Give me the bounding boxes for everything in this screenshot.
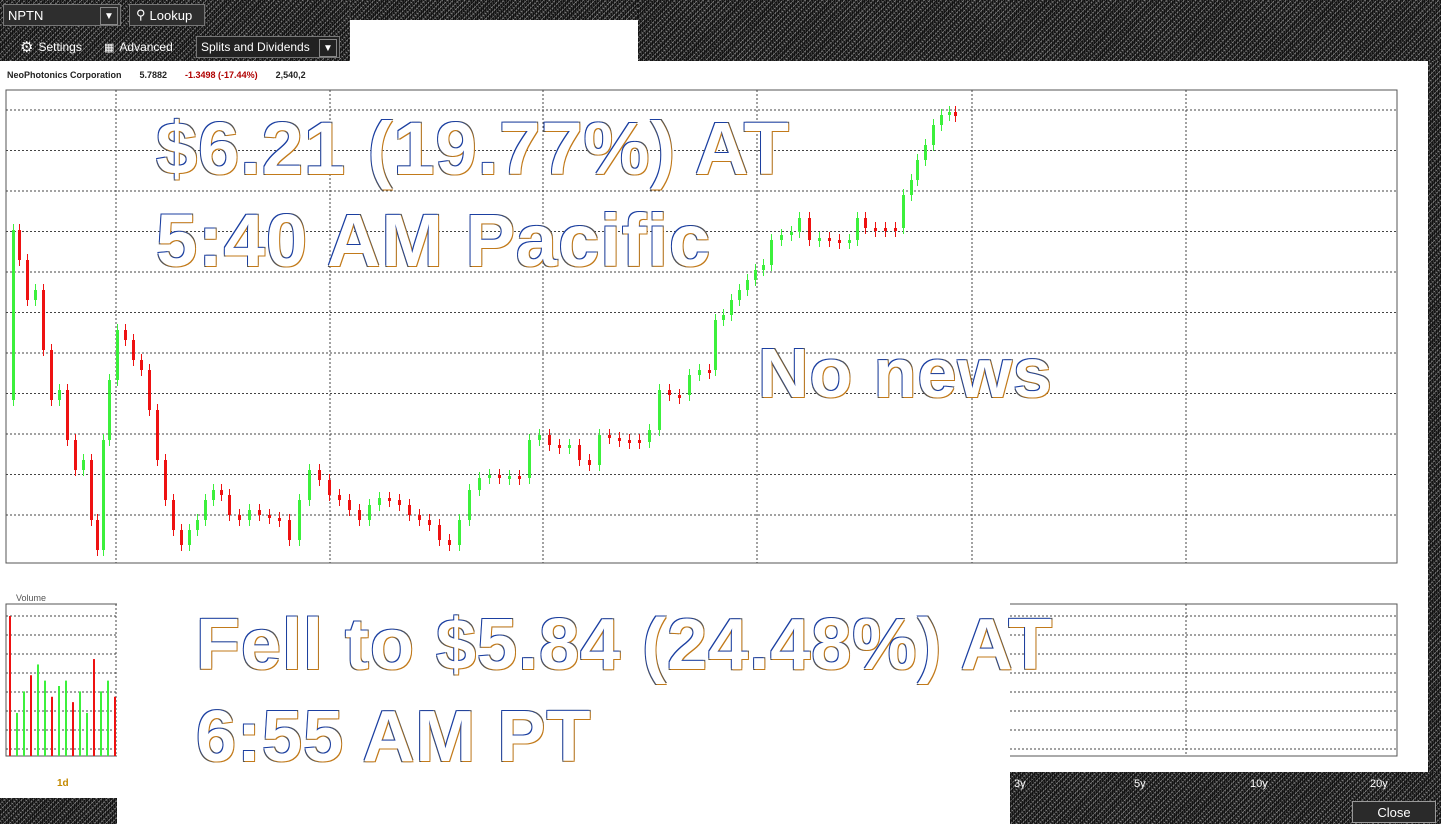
timeframe-5y[interactable]: 5y xyxy=(1134,778,1146,790)
volume-bar xyxy=(93,659,95,756)
volume-bar xyxy=(100,691,102,756)
last-price: 5.7882 xyxy=(139,70,168,80)
close-button[interactable]: Close xyxy=(1352,801,1436,823)
quote-bar: NeoPhotonics Corporation 5.7882 -1.3498 … xyxy=(7,68,306,82)
timeframe-10y[interactable]: 10y xyxy=(1250,778,1268,790)
volume-bar xyxy=(72,702,74,756)
volume-bars xyxy=(9,616,116,756)
volume-value: 2,540,2 xyxy=(275,70,306,80)
volume-bar xyxy=(9,616,11,756)
price-change: -1.3498 (-17.44%) xyxy=(185,70,258,80)
overlay-price-high: $6.21 (19.77%) AT xyxy=(156,107,790,190)
overlay-time-low: 6:55 AM PT xyxy=(196,697,592,777)
noise-bottom-left xyxy=(0,798,117,824)
volume-label: Volume xyxy=(16,593,47,603)
timeframe-20y[interactable]: 20y xyxy=(1370,778,1388,790)
company-name: NeoPhotonics Corporation xyxy=(7,70,122,80)
candles xyxy=(12,106,957,556)
volume-bar xyxy=(30,675,32,756)
volume-bar xyxy=(37,664,39,756)
settings-label: Settings xyxy=(38,40,82,54)
lookup-label: Lookup xyxy=(149,7,193,23)
advanced-button[interactable]: ▦ Advanced xyxy=(104,38,173,56)
gear-icon: ⚙ xyxy=(20,39,34,56)
noise-top-right xyxy=(638,0,1441,61)
close-label: Close xyxy=(1377,804,1411,820)
volume-bar xyxy=(114,696,116,756)
advanced-label: Advanced xyxy=(119,40,173,54)
volume-bar xyxy=(58,686,60,756)
volume-bar xyxy=(79,691,81,756)
timeframe-3y[interactable]: 3y xyxy=(1014,778,1026,790)
symbol-value: NPTN xyxy=(8,7,44,23)
volume-bar xyxy=(51,696,53,756)
mode-select-value: Splits and Dividends xyxy=(201,40,310,54)
price-grid xyxy=(6,90,1397,563)
volume-bar xyxy=(44,680,46,756)
overlay-time-high: 5:40 AM Pacific xyxy=(156,199,712,282)
overlay-price-low: Fell to $5.84 (24.48%) AT xyxy=(196,605,1054,685)
overlay-no-news: No news xyxy=(758,334,1053,412)
panel-mask xyxy=(117,601,1010,771)
search-icon: ⚲ xyxy=(136,7,146,22)
noise-right-edge xyxy=(1428,61,1441,772)
volume-bar xyxy=(65,680,67,756)
chevron-down-icon[interactable]: ▼ xyxy=(100,7,118,25)
lookup-button[interactable]: ⚲ Lookup xyxy=(129,4,205,26)
volume-bar xyxy=(16,712,18,756)
panel-mask-left xyxy=(0,757,117,798)
volume-bar xyxy=(23,691,25,756)
chevron-down-icon[interactable]: ▼ xyxy=(319,39,337,57)
mode-select[interactable]: Splits and Dividends ▼ xyxy=(196,36,340,58)
settings-button[interactable]: ⚙ Settings xyxy=(20,38,82,56)
volume-bar xyxy=(86,712,88,756)
volume-bar xyxy=(107,680,109,756)
chart-icon: ▦ xyxy=(104,41,115,54)
timeframe-1d[interactable]: 1d xyxy=(57,778,69,789)
symbol-input[interactable]: NPTN ▼ xyxy=(3,4,121,26)
price-plot-frame xyxy=(5,89,1398,564)
